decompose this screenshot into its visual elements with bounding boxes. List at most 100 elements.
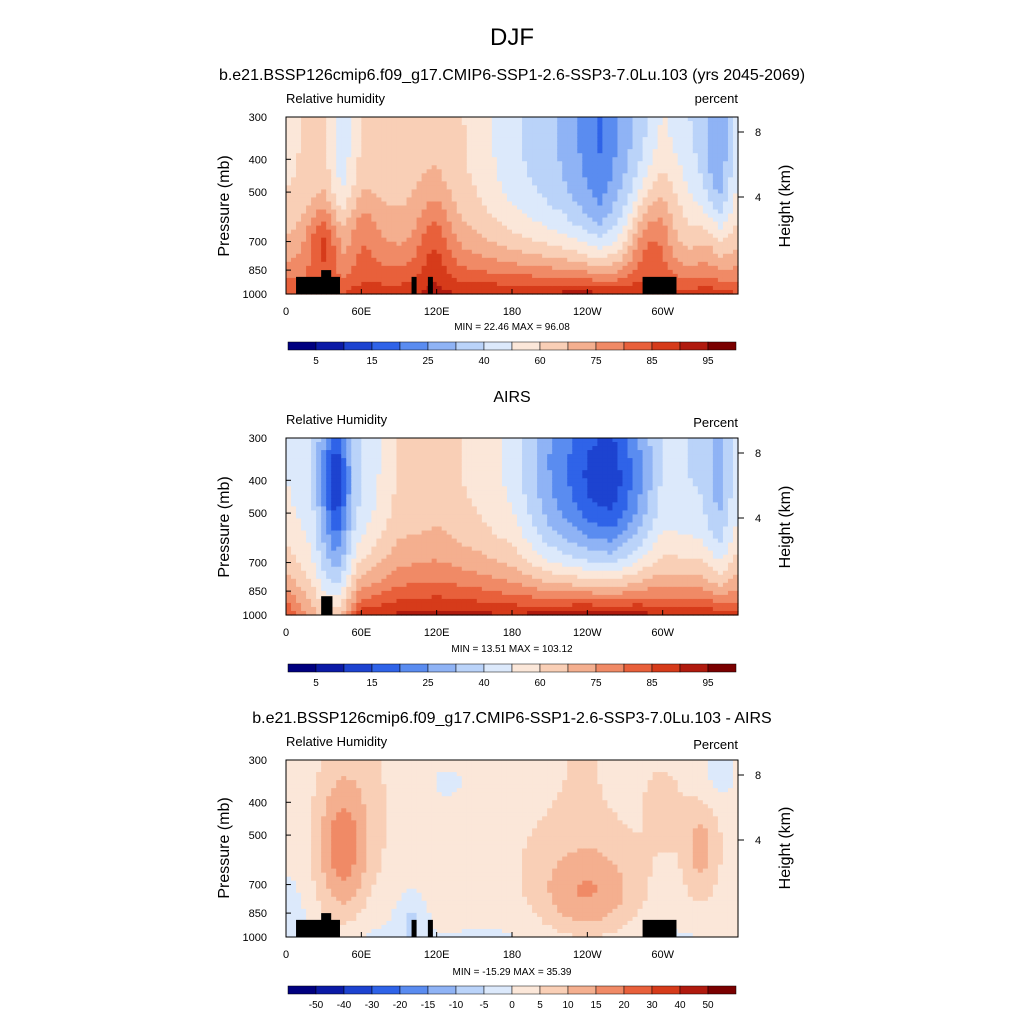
heatmap-cell bbox=[356, 450, 362, 455]
heatmap-cell bbox=[567, 177, 573, 182]
heatmap-cell bbox=[667, 201, 674, 207]
heatmap-cell bbox=[451, 221, 458, 227]
heatmap-cell bbox=[557, 261, 563, 267]
heatmap-cell bbox=[542, 137, 548, 142]
heatmap-cell bbox=[371, 542, 377, 548]
heatmap-cell bbox=[381, 514, 388, 520]
heatmap-cell bbox=[396, 245, 403, 251]
heatmap-cell bbox=[687, 197, 694, 203]
heatmap-cell bbox=[346, 161, 352, 166]
heatmap-cell bbox=[697, 129, 704, 134]
heatmap-cell bbox=[727, 253, 734, 259]
heatmap-cell bbox=[311, 249, 317, 255]
heatmap-cell bbox=[677, 285, 684, 291]
heatmap-cell bbox=[411, 141, 418, 146]
heatmap-cell bbox=[301, 462, 307, 467]
heatmap-cell bbox=[396, 277, 403, 283]
heatmap-cell bbox=[426, 193, 433, 199]
heatmap-cell bbox=[406, 229, 413, 235]
heatmap-cell bbox=[381, 502, 388, 507]
heatmap-cell bbox=[471, 129, 478, 134]
heatmap-cell bbox=[321, 153, 327, 158]
heatmap-cell bbox=[286, 273, 292, 279]
heatmap-cell bbox=[461, 177, 468, 182]
heatmap-cell bbox=[632, 173, 639, 178]
heatmap-cell bbox=[471, 253, 478, 259]
heatmap-cell bbox=[321, 133, 327, 138]
heatmap-cell bbox=[346, 438, 352, 443]
heatmap-cell bbox=[732, 229, 739, 235]
heatmap-cell bbox=[386, 137, 393, 142]
heatmap-cell bbox=[682, 269, 689, 275]
heatmap-cell bbox=[687, 193, 694, 199]
heatmap-cell bbox=[386, 225, 393, 231]
heatmap-cell bbox=[311, 570, 317, 576]
heatmap-cell bbox=[291, 137, 297, 142]
heatmap-cell bbox=[361, 530, 367, 536]
heatmap-cell bbox=[597, 193, 603, 199]
heatmap-cell bbox=[286, 261, 292, 267]
heatmap-cell bbox=[587, 233, 593, 239]
heatmap-cell bbox=[351, 478, 357, 483]
heatmap-cell bbox=[547, 229, 553, 235]
heatmap-cell bbox=[291, 157, 297, 162]
heatmap-cell bbox=[517, 281, 523, 287]
heatmap-cell bbox=[441, 269, 448, 275]
heatmap-cell bbox=[356, 225, 362, 231]
heatmap-cell bbox=[577, 125, 583, 130]
heatmap-cell bbox=[547, 265, 553, 271]
heatmap-cell bbox=[401, 277, 408, 283]
heatmap-cell bbox=[421, 233, 428, 239]
heatmap-cell bbox=[632, 241, 639, 247]
heatmap-cell bbox=[542, 289, 548, 295]
heatmap-cell bbox=[341, 189, 347, 195]
heatmap-cell bbox=[652, 209, 659, 215]
heatmap-cell bbox=[336, 498, 342, 503]
heatmap-cell bbox=[336, 542, 342, 548]
heatmap-cell bbox=[532, 125, 538, 130]
heatmap-cell bbox=[552, 253, 558, 259]
heatmap-cell bbox=[501, 133, 508, 138]
heatmap-cell bbox=[386, 165, 393, 170]
heatmap-cell bbox=[577, 289, 583, 295]
heatmap-cell bbox=[331, 502, 337, 507]
heatmap-cell bbox=[702, 121, 709, 126]
heatmap-cell bbox=[401, 281, 408, 287]
heatmap-cell bbox=[627, 125, 634, 130]
heatmap-cell bbox=[682, 253, 689, 259]
heatmap-cell bbox=[527, 189, 533, 195]
heatmap-cell bbox=[587, 193, 593, 199]
heatmap-cell bbox=[522, 141, 528, 146]
heatmap-cell bbox=[597, 161, 603, 166]
heatmap-cell bbox=[572, 141, 578, 146]
heatmap-cell bbox=[642, 213, 649, 219]
heatmap-cell bbox=[366, 181, 372, 186]
heatmap-cell bbox=[506, 281, 513, 287]
heatmap-cell bbox=[291, 217, 297, 223]
heatmap-cell bbox=[496, 209, 503, 215]
heatmap-cell bbox=[286, 121, 292, 126]
heatmap-cell bbox=[361, 157, 367, 162]
heatmap-cell bbox=[512, 189, 518, 195]
heatmap-cell bbox=[331, 233, 337, 239]
heatmap-cell bbox=[612, 185, 619, 191]
heatmap-cell bbox=[371, 570, 377, 576]
heatmap-cell bbox=[562, 209, 568, 215]
heatmap-cell bbox=[366, 141, 372, 146]
heatmap-cell bbox=[702, 245, 709, 251]
heatmap-cell bbox=[286, 193, 292, 199]
heatmap-cell bbox=[456, 149, 463, 154]
heatmap-cell bbox=[456, 217, 463, 223]
heatmap-cell bbox=[542, 229, 548, 235]
heatmap-cell bbox=[642, 137, 649, 142]
heatmap-cell bbox=[316, 205, 322, 211]
heatmap-cell bbox=[612, 205, 619, 211]
heatmap-cell bbox=[587, 257, 593, 263]
heatmap-cell bbox=[522, 117, 528, 122]
heatmap-cell bbox=[286, 582, 292, 588]
heatmap-cell bbox=[316, 241, 322, 247]
heatmap-cell bbox=[486, 161, 493, 166]
heatmap-cell bbox=[501, 141, 508, 146]
heatmap-cell bbox=[717, 237, 724, 243]
heatmap-cell bbox=[717, 289, 724, 295]
